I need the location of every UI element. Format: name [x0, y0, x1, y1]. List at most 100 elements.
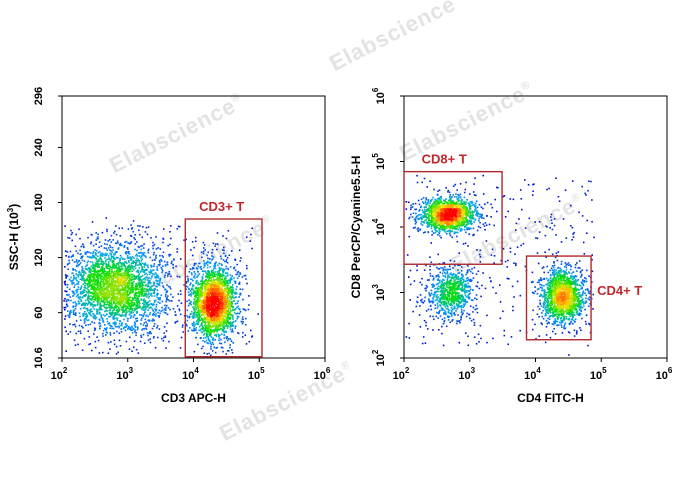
event-dot — [83, 303, 85, 306]
event-dot — [160, 294, 163, 297]
event-dot — [192, 323, 195, 325]
event-dot — [192, 330, 194, 332]
event-dot — [106, 275, 108, 277]
event-dot — [113, 281, 115, 283]
event-dot — [133, 314, 136, 316]
event-dot — [142, 226, 144, 228]
event-dot — [154, 308, 156, 310]
event-dot — [126, 295, 129, 297]
event-dot — [146, 305, 149, 308]
event-dot — [129, 307, 131, 309]
event-dot — [124, 241, 126, 244]
event-dot — [195, 262, 197, 265]
event-dot — [193, 264, 196, 267]
event-dot — [137, 306, 139, 308]
event-dot — [235, 288, 237, 291]
event-dot — [169, 243, 171, 246]
event-dot — [405, 201, 408, 203]
event-dot — [77, 260, 80, 262]
event-dot — [152, 303, 154, 306]
event-dot — [150, 264, 152, 267]
event-dot — [126, 305, 129, 308]
event-dot — [68, 262, 71, 264]
event-dot — [220, 321, 223, 324]
event-dot — [119, 288, 122, 291]
event-dot — [223, 301, 225, 303]
event-dot — [219, 280, 221, 283]
event-dot — [207, 257, 209, 259]
event-dot — [112, 281, 114, 283]
event-dot — [121, 276, 124, 278]
event-dot — [152, 247, 154, 250]
event-dot — [239, 288, 242, 290]
event-dot — [135, 299, 138, 301]
event-dot — [178, 225, 181, 228]
event-dot — [200, 283, 203, 285]
event-dot — [136, 288, 138, 291]
event-dot — [118, 294, 120, 296]
event-dot — [97, 280, 99, 283]
event-dot — [144, 284, 147, 287]
event-dot — [64, 318, 66, 320]
event-dot — [139, 291, 142, 294]
event-dot — [146, 233, 149, 236]
event-dot — [118, 289, 120, 292]
event-dot — [133, 309, 135, 312]
event-dot — [113, 318, 116, 320]
event-dot — [111, 268, 113, 271]
event-dot — [97, 339, 100, 342]
event-dot — [196, 322, 199, 324]
event-dot — [103, 303, 106, 305]
event-dot — [111, 314, 113, 316]
event-dot — [168, 340, 170, 343]
event-dot — [156, 327, 158, 329]
x-tick-label: 103 — [116, 366, 133, 382]
event-dot — [95, 253, 97, 255]
event-dot — [141, 262, 144, 265]
event-dot — [148, 295, 151, 298]
event-dot — [93, 255, 95, 257]
event-dot — [170, 262, 173, 265]
event-dot — [114, 282, 117, 284]
event-dot — [215, 347, 217, 349]
event-dot — [192, 302, 195, 305]
event-dot — [132, 268, 135, 271]
event-dot — [223, 249, 225, 252]
event-dot — [206, 277, 209, 279]
event-dot — [81, 266, 83, 268]
event-dot — [199, 319, 202, 322]
event-dot — [88, 295, 90, 298]
event-dot — [204, 318, 207, 321]
event-dot — [89, 312, 91, 315]
event-dot — [148, 300, 151, 302]
event-dot — [141, 329, 143, 331]
event-dot — [149, 271, 152, 273]
event-dot — [138, 282, 141, 285]
event-dot — [208, 332, 211, 335]
event-dot — [202, 326, 204, 329]
event-dot — [196, 288, 199, 290]
event-dot — [227, 292, 229, 294]
event-dot — [91, 270, 94, 272]
event-dot — [166, 297, 168, 300]
event-dot — [151, 320, 153, 322]
event-dot — [180, 302, 183, 304]
event-dot — [172, 267, 174, 269]
event-dot — [186, 309, 189, 312]
event-dot — [113, 293, 115, 295]
event-dot — [116, 301, 119, 304]
event-dot — [108, 296, 111, 298]
event-dot — [218, 279, 220, 281]
event-dot — [97, 272, 99, 275]
event-dot — [247, 308, 250, 311]
event-dot — [108, 295, 111, 297]
event-dot — [154, 272, 157, 274]
event-dot — [120, 272, 123, 275]
event-dot — [155, 248, 158, 250]
event-dot — [208, 282, 210, 285]
event-dot — [194, 272, 197, 275]
event-dot — [226, 318, 228, 320]
event-dot — [157, 277, 160, 279]
event-dot — [202, 270, 205, 273]
event-dot — [228, 289, 230, 291]
